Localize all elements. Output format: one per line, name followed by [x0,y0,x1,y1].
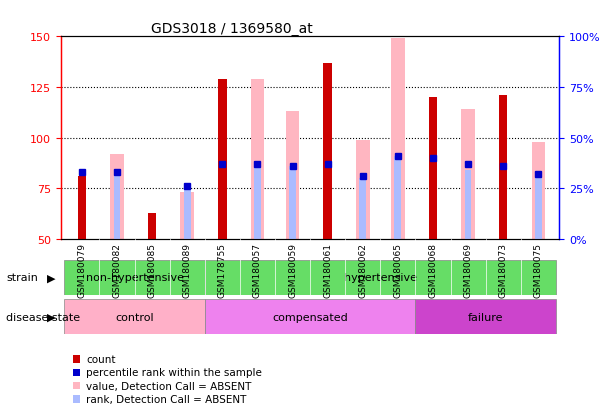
Bar [461,110,475,240]
Bar [465,171,471,240]
Bar [286,112,299,240]
Text: GDS3018 / 1369580_at: GDS3018 / 1369580_at [151,22,313,36]
Bar [250,80,264,240]
Text: GSM180089: GSM180089 [182,242,192,297]
Text: GSM180065: GSM180065 [393,242,402,297]
Text: rank, Detection Call = ABSENT: rank, Detection Call = ABSENT [86,394,247,404]
Bar [356,140,370,240]
Text: ▶: ▶ [47,312,56,322]
Text: GSM180069: GSM180069 [463,242,472,297]
Text: GSM180062: GSM180062 [358,242,367,297]
Bar [64,260,205,295]
Text: compensated: compensated [272,312,348,322]
Bar [110,154,124,240]
Bar [181,193,194,240]
Bar [289,167,296,240]
Bar [499,96,508,240]
Text: value, Detection Call = ABSENT: value, Detection Call = ABSENT [86,381,252,391]
Bar [323,64,332,240]
Bar [218,80,227,240]
Bar [391,39,404,240]
Bar [184,189,190,240]
Text: GSM180082: GSM180082 [112,242,122,297]
Bar [114,171,120,240]
Text: hypertensive: hypertensive [344,273,417,283]
Bar [205,260,556,295]
Text: count: count [86,354,116,364]
Text: GSM180079: GSM180079 [77,242,86,297]
Text: GSM180061: GSM180061 [323,242,332,297]
Text: GSM180057: GSM180057 [253,242,262,297]
Text: GSM180068: GSM180068 [429,242,438,297]
Text: percentile rank within the sample: percentile rank within the sample [86,368,262,377]
Text: GSM180085: GSM180085 [148,242,157,297]
Bar [535,175,542,240]
Bar [429,98,437,240]
Bar [531,142,545,240]
Text: ▶: ▶ [47,273,56,283]
Text: failure: failure [468,312,503,322]
Bar [205,299,415,335]
Bar [254,165,261,240]
Text: GSM180059: GSM180059 [288,242,297,297]
Text: control: control [116,312,154,322]
Bar [395,157,401,240]
Bar [148,213,156,240]
Bar [64,299,205,335]
Bar [415,299,556,335]
Text: strain: strain [6,273,38,283]
Text: non-hypertensive: non-hypertensive [86,273,184,283]
Text: disease state: disease state [6,312,80,322]
Text: GSM180073: GSM180073 [499,242,508,297]
Bar [78,177,86,240]
Bar [359,179,366,240]
Text: GSM180075: GSM180075 [534,242,543,297]
Text: GSM178755: GSM178755 [218,242,227,297]
